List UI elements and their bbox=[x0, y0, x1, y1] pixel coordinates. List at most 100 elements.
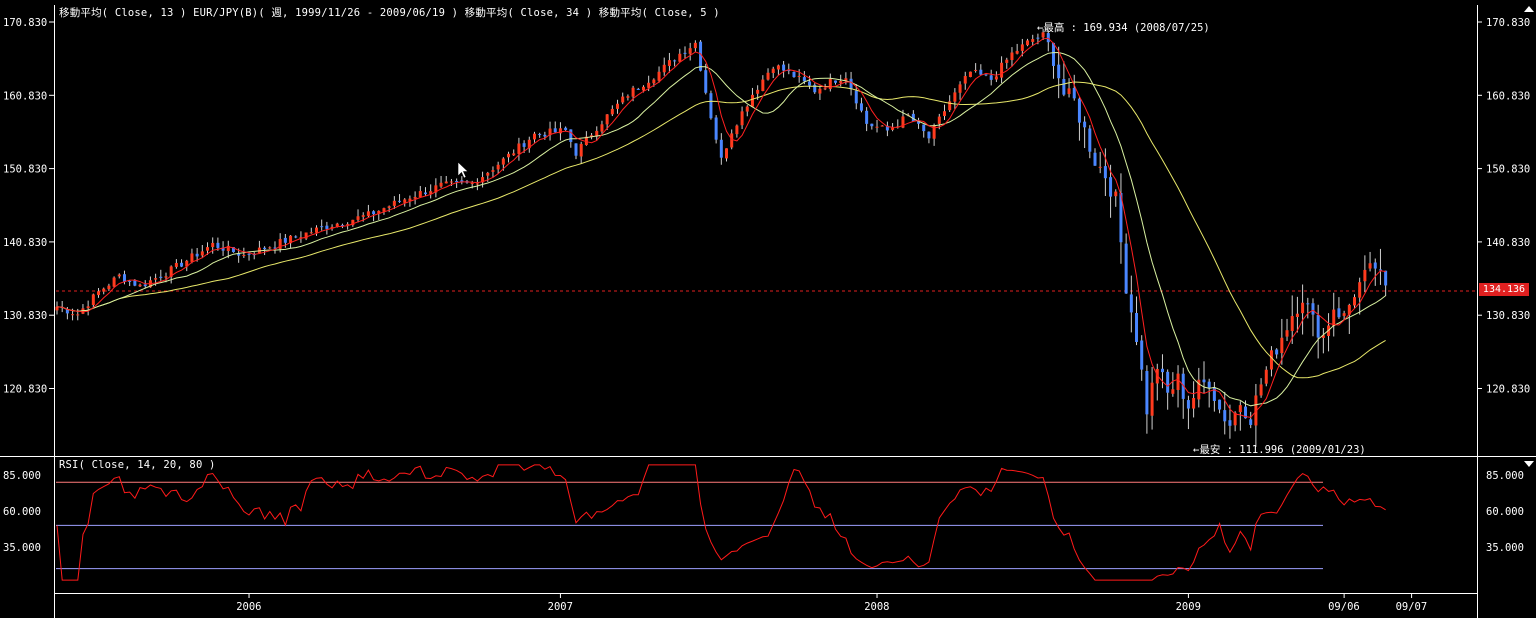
candle-body bbox=[1124, 243, 1128, 294]
candle-body bbox=[1026, 40, 1030, 46]
candle-body bbox=[1264, 369, 1268, 384]
candle-body bbox=[584, 136, 588, 146]
candle-body bbox=[699, 41, 703, 71]
candle-body bbox=[844, 78, 848, 81]
price-tick-label-right: 130.830 bbox=[1486, 310, 1530, 322]
candle-body bbox=[1249, 419, 1253, 425]
candle-body bbox=[1129, 294, 1133, 313]
candle-body bbox=[1218, 399, 1222, 410]
candle-body bbox=[1103, 166, 1107, 179]
candle-body bbox=[693, 42, 697, 49]
candle-body bbox=[667, 60, 671, 66]
candle-body bbox=[1181, 373, 1185, 399]
candle-body bbox=[989, 75, 993, 80]
candle-body bbox=[942, 111, 946, 117]
candle-body bbox=[481, 177, 485, 183]
candle-body bbox=[1295, 313, 1299, 318]
candle-body bbox=[553, 128, 557, 133]
rsi-tick-label-right: 85.000 bbox=[1486, 470, 1524, 482]
candle-body bbox=[1321, 335, 1325, 338]
candle-body bbox=[1145, 371, 1149, 415]
candle-body bbox=[1114, 191, 1118, 197]
candle-body bbox=[1083, 121, 1087, 128]
candle-body bbox=[408, 198, 412, 201]
candle-body bbox=[1254, 395, 1258, 426]
candle-body bbox=[1036, 37, 1040, 39]
candle-body bbox=[1238, 405, 1242, 413]
candle-body bbox=[242, 254, 246, 256]
candle-body bbox=[491, 170, 495, 172]
price-tick-label-left: 160.830 bbox=[3, 90, 47, 102]
candle-body bbox=[1306, 303, 1310, 305]
candle-body bbox=[1000, 62, 1004, 78]
candle-body bbox=[958, 84, 962, 93]
rsi-tick-label-left: 35.000 bbox=[3, 542, 41, 554]
candle-body bbox=[377, 210, 381, 214]
rsi-legend: RSI( Close, 14, 20, 80 ) bbox=[59, 459, 216, 471]
candle-body bbox=[403, 199, 407, 203]
time-tick-label: 2007 bbox=[548, 601, 573, 613]
candle-body bbox=[1150, 382, 1154, 416]
candle-body bbox=[143, 284, 147, 287]
candle-body bbox=[1197, 379, 1201, 400]
candle-body bbox=[216, 242, 220, 248]
candle-body bbox=[439, 182, 443, 187]
candle-body bbox=[1337, 308, 1341, 318]
scroll-down-icon[interactable] bbox=[1524, 461, 1534, 467]
candle-body bbox=[330, 226, 334, 229]
candle-body bbox=[994, 76, 998, 80]
candle-body bbox=[423, 192, 427, 195]
candle-body bbox=[1223, 410, 1227, 422]
candle-body bbox=[299, 237, 303, 239]
candle-body bbox=[813, 84, 817, 93]
candle-body bbox=[719, 139, 723, 158]
candle-body bbox=[1280, 337, 1284, 354]
candle-body bbox=[1041, 32, 1045, 38]
candle-body bbox=[117, 274, 121, 277]
scroll-up-icon[interactable] bbox=[1524, 6, 1534, 12]
candle-body bbox=[652, 79, 656, 84]
price-tick-label-left: 130.830 bbox=[3, 310, 47, 322]
candle-body bbox=[927, 131, 931, 139]
candle-body bbox=[657, 71, 661, 81]
rsi-axis: 85.000 85.000 60.000 60.000 35.000 35.000 bbox=[3, 470, 1524, 554]
candle-body bbox=[797, 75, 801, 77]
candle-body bbox=[1373, 262, 1377, 269]
candle-body bbox=[1062, 78, 1066, 95]
candle-body bbox=[133, 280, 137, 286]
candle-body bbox=[802, 77, 806, 82]
candle-body bbox=[335, 223, 339, 227]
candle-body bbox=[1244, 406, 1248, 419]
candle-body bbox=[237, 253, 241, 256]
candle-body bbox=[320, 226, 324, 228]
candle-body bbox=[382, 208, 386, 212]
ma34-line bbox=[56, 81, 1386, 379]
candle-body bbox=[1119, 193, 1123, 243]
candle-body bbox=[1228, 420, 1232, 426]
candle-body bbox=[185, 260, 189, 267]
price-tick-label-right: 120.830 bbox=[1486, 384, 1530, 396]
candle-body bbox=[206, 247, 210, 251]
candle-body bbox=[745, 106, 749, 112]
ma13-line bbox=[56, 51, 1386, 407]
candle-body bbox=[522, 143, 526, 147]
candle-body bbox=[756, 89, 760, 94]
candle-body bbox=[1020, 44, 1024, 51]
candle-body bbox=[761, 79, 765, 92]
candle-body bbox=[1192, 397, 1196, 409]
rsi-tick-label-left: 85.000 bbox=[3, 470, 41, 482]
candle-body bbox=[922, 124, 926, 132]
candle-body bbox=[65, 309, 69, 314]
candle-body bbox=[486, 172, 490, 176]
candle-body bbox=[372, 211, 376, 215]
candle-body bbox=[1176, 373, 1180, 390]
candle-body bbox=[885, 125, 889, 131]
candle-body bbox=[948, 101, 952, 111]
candle-body bbox=[818, 88, 822, 94]
candle-body bbox=[974, 69, 978, 71]
candle-body bbox=[138, 284, 142, 287]
time-tick-label: 09/06 bbox=[1328, 601, 1360, 613]
candle-body bbox=[211, 242, 215, 248]
candle-body bbox=[1067, 88, 1071, 95]
candle-body bbox=[1384, 270, 1388, 286]
